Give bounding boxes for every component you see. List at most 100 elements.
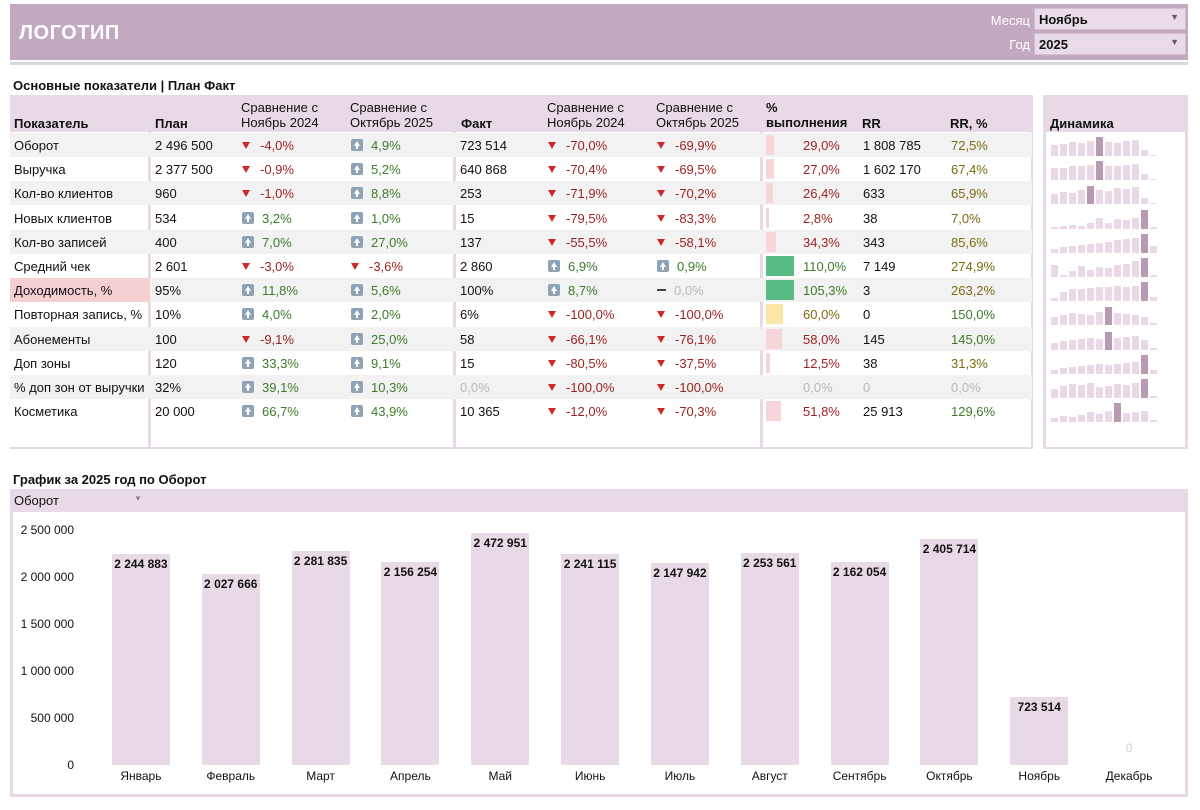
comparison-value: 5,2% <box>371 162 401 178</box>
sparkline-bar <box>1078 338 1085 350</box>
sparkline <box>1049 400 1187 423</box>
plan-vs-prev-month: 4,9% <box>351 138 401 153</box>
sparkline-bar <box>1150 297 1157 302</box>
comparison-value: -3,6% <box>369 259 403 274</box>
chart-bar <box>830 561 889 765</box>
sparkline-bar <box>1150 203 1157 205</box>
header-indicator: Показатель <box>14 116 89 131</box>
chevron-down-icon[interactable]: ▼ <box>134 494 142 503</box>
triangle-down-icon <box>548 384 556 391</box>
sparkline-bar <box>1060 367 1067 374</box>
plan-vs-prev-month: 43,9% <box>351 404 408 419</box>
sparkline-bar <box>1114 143 1121 156</box>
completion-percent: 0,0% <box>803 380 833 395</box>
rr-percent: 85,6% <box>951 234 988 250</box>
sparkline-bar <box>1060 340 1067 350</box>
completion-bar <box>766 328 783 349</box>
plan-value: 20 000 <box>155 404 195 420</box>
comparison-value: -58,1% <box>675 234 717 250</box>
plan-vs-prev-month: -3,6% <box>351 259 403 274</box>
sparkline-bar <box>1087 141 1094 156</box>
plan-vs-prev-month: 10,3% <box>351 380 408 395</box>
sparkline-bar <box>1114 403 1121 423</box>
header-plan-vs-prev-month: Сравнение с Октябрь 2025 <box>350 100 433 130</box>
plan-value: 2 496 500 <box>155 138 213 153</box>
indicator-name: Выручка <box>14 162 66 178</box>
fact-vs-prev-month: 0,9% <box>657 259 707 274</box>
sparkline-bar <box>1087 270 1094 277</box>
sparkline <box>1049 352 1187 374</box>
sparkline <box>1049 255 1187 277</box>
fact-vs-prev-year: 6,9% <box>548 259 598 274</box>
sparkline-bar <box>1141 411 1148 423</box>
chart-bar <box>1010 696 1069 765</box>
arrow-up-icon <box>242 211 254 224</box>
year-label: Год <box>1009 37 1030 52</box>
x-tick-label: Апрель <box>390 769 431 783</box>
triangle-down-icon <box>657 142 665 149</box>
indicator-name: Кол-во записей <box>14 234 107 250</box>
comparison-value: -100,0% <box>675 307 724 323</box>
completion-bar <box>766 231 776 252</box>
sparkline-bar <box>1051 369 1058 374</box>
comparison-value: 0,0% <box>674 283 704 299</box>
comparison-value: -71,9% <box>566 186 608 202</box>
sparkline-bar <box>1123 189 1130 205</box>
fact-vs-prev-month: 0,0% <box>657 283 704 298</box>
plan-vs-prev-year: 33,3% <box>242 356 299 371</box>
sparkline-bar <box>1150 347 1157 350</box>
rr-value: 1 808 785 <box>863 138 921 153</box>
fact-vs-prev-month: -83,3% <box>657 211 716 226</box>
sparkline-bar <box>1069 289 1076 302</box>
x-tick-label: Август <box>751 769 788 783</box>
sparkline-bar <box>1114 337 1121 350</box>
bar-value-label: 2 147 942 <box>653 566 707 581</box>
indicator-name: Косметика <box>14 404 78 420</box>
header-bar: ЛОГОТИП <box>10 4 1188 60</box>
plan-vs-prev-year: -3,0% <box>242 259 294 274</box>
plan-value: 2 377 500 <box>155 162 213 178</box>
comparison-value: 33,3% <box>262 355 299 371</box>
arrow-up-icon <box>351 163 363 176</box>
arrow-up-icon <box>351 356 363 369</box>
sparkline-bar <box>1078 244 1085 253</box>
month-select[interactable]: Ноябрь ▼ <box>1034 8 1186 30</box>
month-label: Месяц <box>990 13 1030 28</box>
sparkline-bar <box>1141 317 1148 326</box>
fact-vs-prev-year: -80,5% <box>548 356 607 371</box>
sparkline-bar <box>1078 190 1085 205</box>
year-select[interactable]: 2025 ▼ <box>1034 33 1186 55</box>
indicator-name: Доп зоны <box>14 355 71 371</box>
chart-bar <box>561 554 620 765</box>
comparison-value: -83,3% <box>675 210 717 226</box>
completion-percent: 34,3% <box>803 234 840 250</box>
triangle-down-icon <box>242 166 250 174</box>
plan-vs-prev-year: -9,1% <box>242 332 294 347</box>
fact-vs-prev-month: -100,0% <box>657 380 723 395</box>
sparkline <box>1049 207 1187 229</box>
sparkline <box>1049 182 1187 205</box>
metric-select[interactable]: Оборот <box>14 493 59 508</box>
sparkline-bar <box>1105 411 1112 423</box>
sparkline-bar <box>1141 209 1148 229</box>
sparkline-bar <box>1087 383 1094 398</box>
plan-vs-prev-year: 4,0% <box>242 307 292 322</box>
table-row: % доп зон от выручки 32% 39,1% 10,3% 0,0% -10… <box>10 375 1032 399</box>
comparison-value: 25,0% <box>371 331 408 347</box>
x-tick-label: Май <box>488 769 513 783</box>
table-row: Новых клиентов 534 3,2% 1,0% 15 -79,5% -83,3% 2… <box>10 206 1032 230</box>
bar-value-label: 2 405 714 <box>922 541 977 556</box>
plan-value: 960 <box>155 186 177 202</box>
sparkline-bar <box>1105 364 1112 374</box>
sparkline-bar <box>1096 363 1103 374</box>
sparkline-bar <box>1096 312 1103 326</box>
sparkline-bar <box>1051 248 1058 253</box>
comparison-value: 1,0% <box>371 210 401 226</box>
x-tick-label: Июль <box>664 769 696 783</box>
triangle-down-icon <box>548 142 556 149</box>
sparkline-bar <box>1132 412 1139 423</box>
indicator-name: Доходимость, % <box>10 278 150 303</box>
completion-bar <box>766 135 775 155</box>
rr-percent: 274,9% <box>951 259 996 274</box>
sparkline-bar <box>1051 342 1058 350</box>
